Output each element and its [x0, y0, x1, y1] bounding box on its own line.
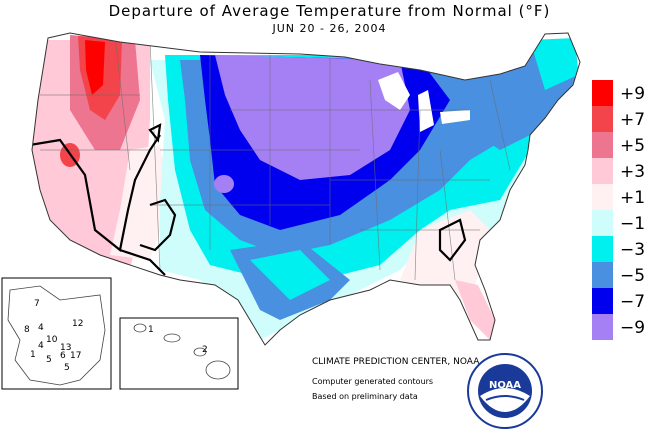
florida-warm	[455, 280, 495, 340]
legend-row: −7	[592, 288, 658, 314]
alaska-value: 5	[64, 363, 70, 373]
legend-swatch	[592, 80, 613, 106]
svg-text:NOAA: NOAA	[489, 380, 521, 391]
legend-row: +3	[592, 158, 658, 184]
map-title: Departure of Average Temperature from No…	[108, 2, 551, 20]
legend-swatch	[592, 236, 613, 262]
warm-core	[85, 40, 105, 95]
legend-swatch	[592, 132, 613, 158]
credit-note: Computer generated contours	[312, 377, 434, 386]
legend-row: +5	[592, 132, 658, 158]
legend-row: +7	[592, 106, 658, 132]
hawaii-value: 2	[202, 345, 208, 355]
map-subtitle: JUN 20 - 26, 2004	[272, 22, 387, 35]
hawaii-inset: 1 2	[119, 317, 239, 390]
alaska-value: 17	[70, 351, 81, 361]
legend-row: −9	[592, 314, 658, 340]
legend-label: +1	[620, 188, 646, 208]
legend-row: −1	[592, 210, 658, 236]
alaska-value: 4	[38, 341, 44, 351]
alaska-inset: 7 8 12 4 10 1 4 13 5 6 17 5	[1, 277, 112, 390]
legend-row: −3	[592, 236, 658, 262]
alaska-shape	[7, 285, 106, 386]
slightly-warm-strip	[110, 145, 170, 260]
contour-lines	[32, 123, 467, 276]
legend-swatch	[592, 314, 613, 340]
legend-label: −9	[620, 318, 646, 338]
legend-swatch	[592, 262, 613, 288]
legend-label: −1	[620, 214, 646, 234]
alaska-value: 1	[30, 350, 36, 360]
legend-swatch	[592, 106, 613, 132]
coldest-region	[215, 55, 410, 180]
alaska-value: 13	[60, 343, 71, 353]
alaska-value: 6	[60, 351, 66, 361]
hawaii-value: 1	[148, 325, 154, 335]
credit-center: CLIMATE PREDICTION CENTER, NOAA	[312, 357, 480, 367]
legend-swatch	[592, 158, 613, 184]
alaska-value: 10	[46, 335, 58, 345]
alaska-value: 8	[24, 325, 30, 335]
legend-label: −3	[620, 240, 646, 260]
legend-swatch	[592, 210, 613, 236]
alaska-value: 4	[38, 323, 44, 333]
legend-label: +3	[620, 162, 646, 182]
legend-swatch	[592, 288, 613, 314]
legend-label: +9	[620, 84, 646, 104]
alaska-value: 5	[46, 355, 52, 365]
legend-label: −7	[620, 292, 646, 312]
legend-row: −5	[592, 262, 658, 288]
conus-outline	[31, 32, 581, 346]
great-lakes	[378, 72, 470, 132]
alaska-value: 7	[34, 299, 40, 309]
legend-swatch	[592, 184, 613, 210]
legend-label: +5	[620, 136, 646, 156]
alaska-value: 12	[72, 319, 83, 329]
legend-label: −5	[620, 266, 646, 286]
legend-row: +1	[592, 184, 658, 210]
state-boundaries	[40, 34, 511, 281]
legend-row: +9	[592, 80, 658, 106]
noaa-logo: NOAA	[467, 353, 543, 429]
legend-label: +7	[620, 110, 646, 130]
credit-note: Based on preliminary data	[312, 392, 418, 401]
legend: +9 +7 +5 +3 +1 −1 −3 −5 −7 −9	[592, 80, 658, 340]
